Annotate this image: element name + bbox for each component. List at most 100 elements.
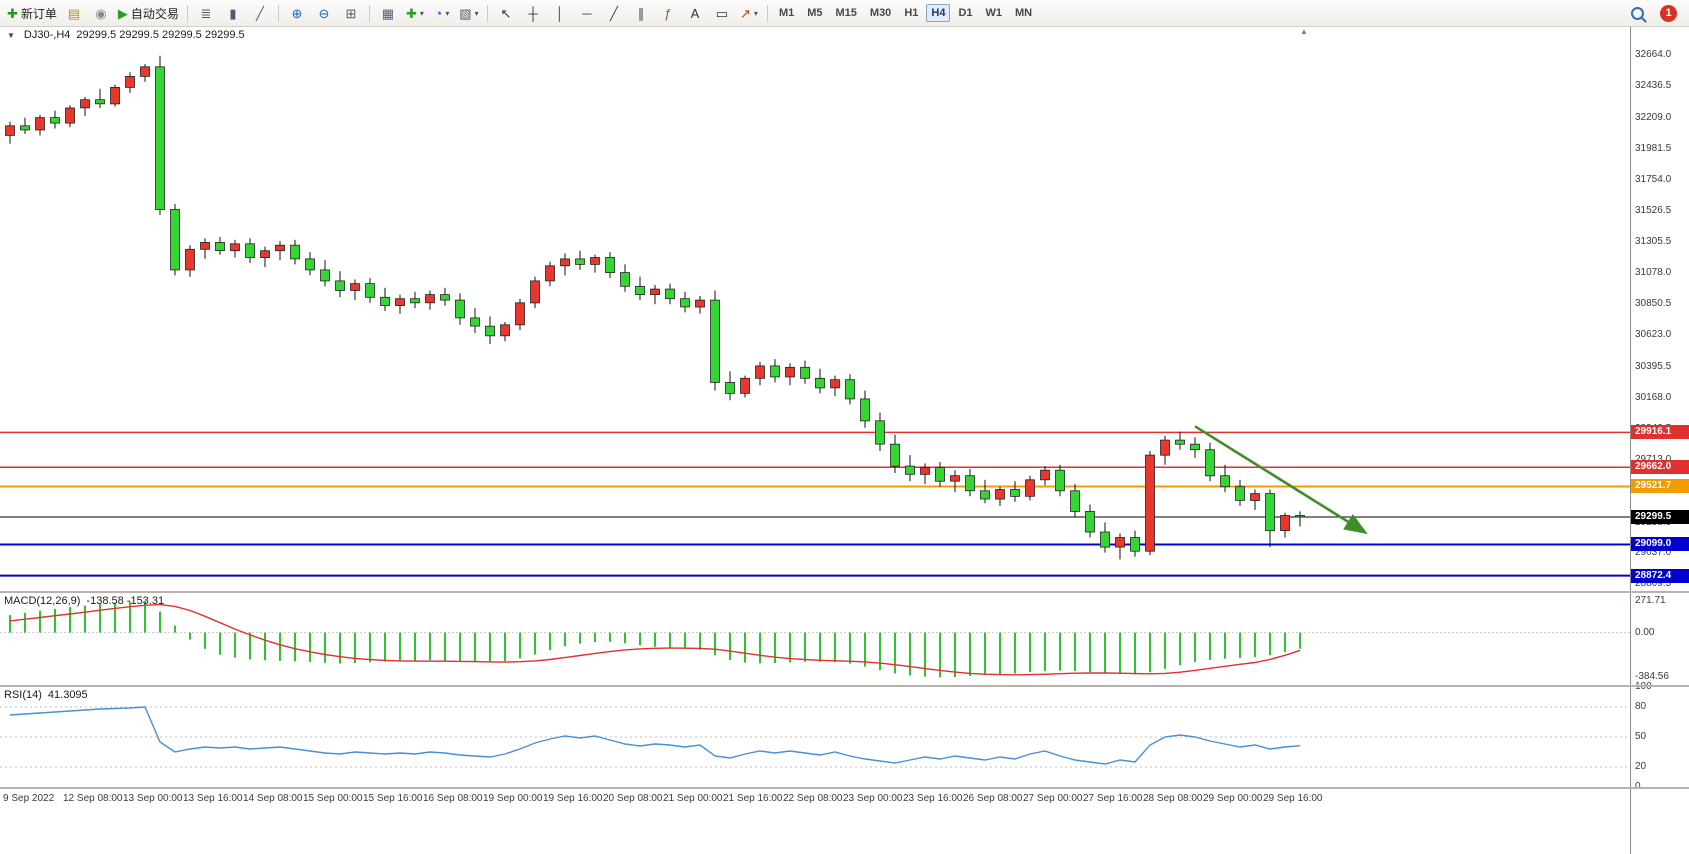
- template-icon: ▧: [459, 5, 472, 21]
- arrows-icon: ↗: [739, 5, 751, 21]
- notifications-badge[interactable]: 1: [1660, 4, 1677, 22]
- axis-label: 20: [1635, 761, 1647, 772]
- toolbar-separator: [186, 4, 188, 22]
- pane-resize-handle[interactable]: [0, 591, 1689, 593]
- auto-trading-button[interactable]: ▶ 自动交易: [115, 2, 182, 24]
- community-icon: ◉: [95, 5, 107, 21]
- timeframe-m1[interactable]: M1: [778, 7, 795, 19]
- time-label: 27 Sep 16:00: [1083, 793, 1143, 804]
- timeframe-m30[interactable]: M30: [869, 7, 892, 19]
- vertical-line-icon: │: [555, 5, 564, 21]
- new-order-button[interactable]: ✚ 新订单: [4, 2, 60, 24]
- time-label: 16 Sep 08:00: [423, 793, 483, 804]
- axis-label: 0: [1635, 781, 1641, 792]
- time-label: 15 Sep 16:00: [363, 793, 423, 804]
- search-button[interactable]: [1624, 2, 1650, 24]
- time-label: 9 Sep 2022: [3, 793, 55, 804]
- time-label: 22 Sep 08:00: [783, 793, 843, 804]
- new-order-button-label: 新订单: [20, 6, 57, 21]
- dropdown-caret-icon: ▾: [753, 8, 758, 18]
- fibonacci-button[interactable]: ƒ: [655, 2, 681, 24]
- new-order-icon: ✚: [7, 5, 18, 21]
- axis-label: -384.56: [1635, 671, 1669, 683]
- vertical-line-button[interactable]: │: [547, 2, 573, 24]
- search-icon: [1630, 6, 1644, 20]
- equidistant-channel-button[interactable]: ∥: [628, 2, 654, 24]
- period-button[interactable]: ◔ ▾: [429, 2, 455, 24]
- timeframe-m15[interactable]: M15: [835, 7, 857, 19]
- timeframe-d1[interactable]: D1: [958, 7, 973, 19]
- crosshair-button[interactable]: ┼: [520, 2, 546, 24]
- time-label: 13 Sep 16:00: [183, 793, 243, 804]
- text-button[interactable]: A: [682, 2, 708, 24]
- market-depth-icon: ▤: [67, 5, 81, 21]
- zoom-in-icon: ⊕: [291, 5, 303, 21]
- chart-ohlc-values: 29299.5 29299.5 29299.5 29299.5: [76, 29, 245, 41]
- pane-resize-handle[interactable]: [0, 787, 1689, 789]
- axis-label: 30168.0: [1635, 391, 1672, 403]
- line-chart-button[interactable]: ╱: [247, 2, 273, 24]
- macd-canvas[interactable]: [0, 593, 1630, 685]
- time-label: 29 Sep 16:00: [1263, 793, 1323, 804]
- timeframe-h4[interactable]: H4: [926, 4, 951, 22]
- price-pane[interactable]: ▼ DJ30-,H4 29299.5 29299.5 29299.5 29299…: [0, 27, 1630, 591]
- axis-label: 29037.0: [1635, 546, 1672, 558]
- ohlc-panel-toggle[interactable]: ▼: [7, 30, 15, 40]
- arrows-button[interactable]: ↗ ▾: [736, 2, 762, 24]
- time-label: 15 Sep 00:00: [303, 793, 363, 804]
- market-depth-button[interactable]: ▤: [61, 2, 87, 24]
- bar-chart-button[interactable]: ≣: [193, 2, 219, 24]
- time-label: 12 Sep 08:00: [63, 793, 123, 804]
- price-tag: 29299.5: [1631, 510, 1689, 524]
- tile-windows-icon: ⊞: [345, 5, 357, 21]
- time-label: 21 Sep 16:00: [723, 793, 783, 804]
- macd-values: -138.58 -153.31: [86, 595, 165, 607]
- horizontal-line-button[interactable]: ─: [574, 2, 600, 24]
- new-chart-button[interactable]: ✚ ▾: [402, 2, 428, 24]
- label-icon: ▭: [715, 5, 729, 21]
- axis-label: 31078.0: [1635, 266, 1672, 278]
- auto-arrange-button[interactable]: ▦: [375, 2, 401, 24]
- toolbar-separator: [486, 4, 488, 22]
- community-button[interactable]: ◉: [88, 2, 114, 24]
- axis-label: 271.71: [1635, 594, 1666, 606]
- price-tag: 28872.4: [1631, 569, 1689, 583]
- axis-label: 31754.0: [1635, 174, 1672, 186]
- text-label-button[interactable]: ▭: [709, 2, 735, 24]
- dropdown-caret-icon: ▾: [474, 8, 479, 18]
- axis-label: 31526.5: [1635, 205, 1672, 217]
- time-label: 26 Sep 08:00: [963, 793, 1023, 804]
- macd-pane[interactable]: MACD(12,26,9) -138.58 -153.31: [0, 593, 1630, 685]
- pane-resize-handle[interactable]: [0, 685, 1689, 687]
- rsi-legend: RSI(14) 41.3095: [4, 689, 88, 701]
- price-tag: 29099.0: [1631, 537, 1689, 551]
- timeframe-w1[interactable]: W1: [985, 7, 1003, 19]
- time-axis[interactable]: 9 Sep 2022 12 Sep 08:00 13 Sep 00:00 13 Sep…: [0, 789, 1630, 854]
- toolbar: ✚ 新订单 ▤ ◉ ▶ 自动交易 ≣ ▮ ╱ ⊕ ⊖ ⊞ ▦ ✚ ▾ ◔ ▾ ▧ ▾ ↖ ┼ │ ─ ╱ ∥ ƒ A ▭ ↗ ▾ M1 M5 M…: [0, 0, 1689, 27]
- rsi-pane[interactable]: RSI(14) 41.3095: [0, 687, 1630, 787]
- candlestick-chart-button[interactable]: ▮: [220, 2, 246, 24]
- arrange-icon: ▦: [381, 5, 395, 21]
- templates-button[interactable]: ▧ ▾: [456, 2, 482, 24]
- axis-label: 80: [1635, 701, 1647, 712]
- time-label: 13 Sep 00:00: [123, 793, 183, 804]
- trendline-button[interactable]: ╱: [601, 2, 627, 24]
- chart-symbol-period: DJ30-,H4: [23, 29, 71, 41]
- zoom-in-button[interactable]: ⊕: [284, 2, 310, 24]
- axis-label: 30623.0: [1635, 329, 1672, 341]
- timeframe-m5[interactable]: M5: [807, 7, 823, 19]
- rsi-canvas[interactable]: [0, 687, 1630, 787]
- tile-windows-button[interactable]: ⊞: [338, 2, 364, 24]
- shift-marker-icon: ▲: [1300, 27, 1308, 36]
- time-label: 21 Sep 00:00: [663, 793, 723, 804]
- horizontal-line-icon: ─: [582, 5, 592, 21]
- timeframe-mn[interactable]: MN: [1015, 7, 1033, 19]
- price-chart-canvas[interactable]: [0, 27, 1630, 591]
- timeframe-h1[interactable]: H1: [904, 7, 919, 19]
- cursor-button[interactable]: ↖: [493, 2, 519, 24]
- auto-trading-button-label: 自动交易: [130, 6, 179, 21]
- price-axis[interactable]: 32664.0 32436.5 32209.0 31981.5 31754.0 31526…: [1630, 27, 1689, 854]
- axis-label: 50: [1635, 731, 1647, 742]
- clock-icon: ◔: [434, 5, 443, 21]
- zoom-out-button[interactable]: ⊖: [311, 2, 337, 24]
